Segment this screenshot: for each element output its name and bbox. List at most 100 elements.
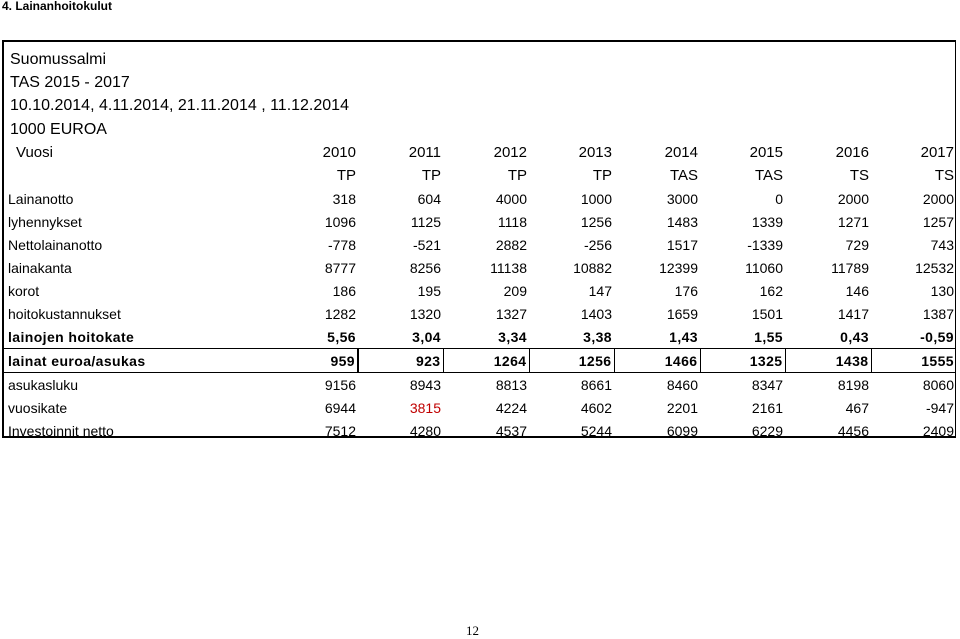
- value-cell: 4537: [495, 422, 527, 439]
- value-cell: 186: [332, 282, 356, 299]
- type-cell: TP: [336, 167, 356, 184]
- value-cell: 1403: [580, 305, 612, 322]
- year-header-label: Vuosi: [16, 144, 53, 161]
- value-cell: 2882: [495, 236, 527, 253]
- value-cell: 729: [845, 236, 869, 253]
- value-cell: 11060: [745, 259, 783, 276]
- value-cell: 146: [845, 282, 869, 299]
- year-cell: 2016: [835, 144, 869, 161]
- page-number: 12: [466, 623, 479, 638]
- value-cell: 5,56: [327, 328, 356, 345]
- value-cell: -0,59: [920, 328, 954, 345]
- value-cell: 7512: [324, 422, 356, 439]
- value-cell: 923: [357, 348, 443, 373]
- value-cell: 195: [417, 282, 441, 299]
- value-cell: 1282: [324, 305, 356, 322]
- row-label: vuosikate: [8, 399, 68, 416]
- value-cell: 12399: [659, 259, 698, 276]
- table-row: lainat euroa/asukas 959 923 1264 1256 1466 132…: [4, 348, 956, 373]
- value-cell: -778: [327, 236, 356, 253]
- value-cell: -947: [925, 399, 954, 416]
- municipality-name: Suomussalmi: [10, 51, 107, 68]
- table-row: lyhennykset 1096 1125 1118 1256 1483 1339 1271 1…: [4, 210, 956, 233]
- value-cell: 3000: [666, 190, 698, 207]
- year-header-row: Vuosi 2010 2011 2012 2013 2014 2015 2016…: [4, 141, 956, 164]
- value-cell: 162: [759, 282, 783, 299]
- value-cell: 1,55: [754, 328, 783, 345]
- value-cell: 147: [588, 282, 612, 299]
- row-label: lyhennykset: [8, 213, 82, 230]
- table-body: Lainanotto 318 604 4000 1000 3000 0 2000 2000 lyh…: [4, 187, 956, 442]
- value-cell: -1339: [747, 236, 783, 253]
- value-cell: 8661: [580, 376, 612, 393]
- value-cell: 1,43: [669, 328, 698, 345]
- row-label: lainojen hoitokate: [8, 328, 135, 345]
- value-cell: 8777: [324, 259, 356, 276]
- value-cell: 1438: [784, 348, 871, 373]
- year-cell: 2012: [493, 144, 527, 161]
- value-cell: 1483: [666, 213, 698, 230]
- value-cell: 9156: [324, 376, 356, 393]
- year-cell: 2011: [408, 144, 441, 161]
- table-row: asukasluku 9156 8943 8813 8661 8460 8347 8198 80…: [4, 373, 956, 397]
- value-cell: 3,04: [412, 328, 441, 345]
- value-cell: 4000: [495, 190, 527, 207]
- value-cell: 6229: [751, 422, 783, 439]
- year-cell: 2010: [322, 144, 356, 161]
- type-cell: TP: [421, 167, 441, 184]
- value-cell: 1271: [837, 213, 869, 230]
- table-row: vuosikate 6944 3815 4224 4602 2201 2161 467 -947: [4, 396, 956, 419]
- row-label: Lainanotto: [8, 190, 74, 207]
- value-cell: 1466: [613, 348, 700, 373]
- row-label: asukasluku: [8, 376, 79, 393]
- value-cell: -256: [583, 236, 612, 253]
- value-cell: 1339: [751, 213, 783, 230]
- table-row: lainojen hoitokate 5,56 3,04 3,34 3,38 1,43 1,…: [4, 325, 956, 349]
- value-cell: 1517: [666, 236, 698, 253]
- table-row: Lainanotto 318 604 4000 1000 3000 0 2000 2000: [4, 187, 956, 210]
- table-row: korot 186 195 209 147 176 162 146 130: [4, 279, 956, 302]
- value-cell: 10882: [573, 259, 612, 276]
- value-cell: 1325: [699, 348, 785, 373]
- value-cell: 6099: [666, 422, 698, 439]
- value-cell: 1096: [324, 213, 356, 230]
- value-cell: 8347: [751, 376, 783, 393]
- value-cell: 11138: [490, 259, 527, 276]
- value-cell: 4456: [837, 422, 869, 439]
- value-cell: 2000: [837, 190, 869, 207]
- value-cell: 604: [417, 190, 441, 207]
- value-cell: 12532: [915, 259, 954, 276]
- meeting-dates: 10.10.2014, 4.11.2014, 21.11.2014 , 11.1…: [10, 97, 349, 114]
- year-cell: 2015: [749, 144, 783, 161]
- value-cell: 959: [272, 348, 358, 373]
- type-header-label: [4, 164, 272, 187]
- value-cell: 1320: [409, 305, 441, 322]
- table-row: Investoinnit netto 7512 4280 4537 5244 6099 62…: [4, 419, 956, 442]
- type-cell: TP: [507, 167, 527, 184]
- value-cell: 743: [930, 236, 954, 253]
- value-cell: 1387: [922, 305, 954, 322]
- value-cell: 0: [775, 190, 783, 207]
- value-cell: 2000: [922, 190, 954, 207]
- row-label: hoitokustannukset: [8, 305, 121, 322]
- value-cell: 3,34: [498, 328, 527, 345]
- value-cell: 467: [845, 399, 869, 416]
- value-cell: 5244: [580, 422, 612, 439]
- loan-costs-table: Vuosi 2010 2011 2012 2013 2014 2015 2016…: [4, 141, 956, 442]
- type-cell: TP: [592, 167, 612, 184]
- row-label: Investoinnit netto: [8, 422, 114, 439]
- table-row: Nettolainanotto -778 -521 2882 -256 1517 -1339…: [4, 233, 956, 256]
- value-cell: 6944: [324, 399, 356, 416]
- table-row: lainakanta 8777 8256 11138 10882 12399 11060 11…: [4, 256, 956, 279]
- value-cell: 3,38: [583, 328, 612, 345]
- value-cell: 1264: [442, 348, 529, 373]
- row-label: lainat euroa/asukas: [4, 348, 272, 373]
- value-cell: -521: [412, 236, 441, 253]
- value-cell: 4602: [580, 399, 612, 416]
- value-cell: 1555: [870, 348, 956, 373]
- value-cell: 8460: [666, 376, 698, 393]
- value-cell: 1256: [528, 348, 614, 373]
- spreadsheet-table-frame: Suomussalmi TAS 2015 - 2017 10.10.2014, …: [2, 40, 956, 439]
- value-cell: 1125: [410, 213, 441, 230]
- year-cell: 2014: [664, 144, 698, 161]
